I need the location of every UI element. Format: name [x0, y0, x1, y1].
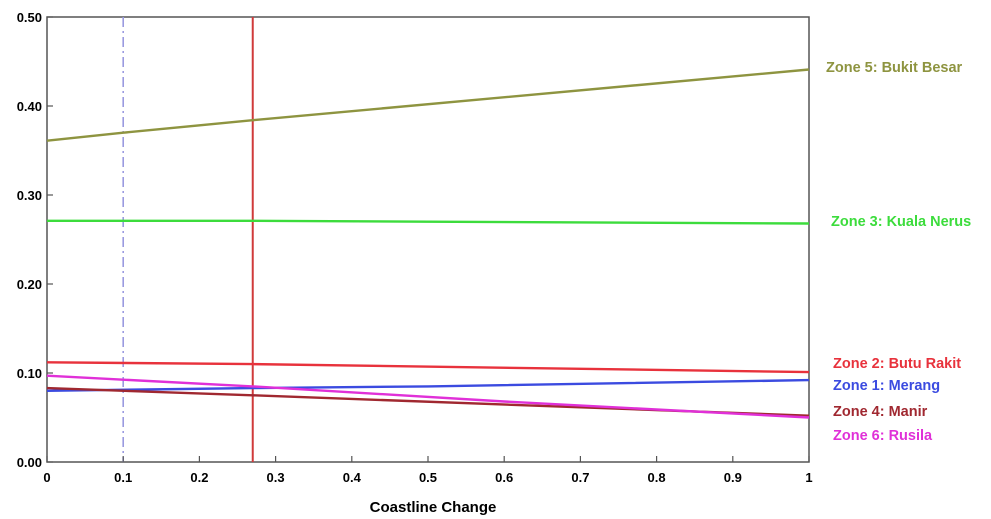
- series-line: [47, 219, 810, 225]
- x-axis: 0 0.1 0.2 0.3 0.4 0.5 0.6 0.7 0.8 0.9 1: [43, 456, 813, 485]
- y-tick-label: 0.30: [17, 188, 42, 203]
- legend: Zone 5: Bukit Besar Zone 3: Kuala Nerus Zo…: [826, 60, 971, 444]
- y-tick-label: 0.40: [17, 99, 42, 114]
- plot-area: [46, 16, 810, 463]
- y-axis: 0.00 0.10 0.20 0.30 0.40 0.50: [17, 10, 53, 470]
- x-tick-label: 0.4: [343, 470, 362, 485]
- series-line: [46, 361, 810, 374]
- y-tick-label: 0.50: [17, 10, 42, 25]
- x-tick-label: 0.8: [648, 470, 666, 485]
- series-line: [46, 374, 810, 419]
- y-tick-label: 0.00: [17, 455, 42, 470]
- legend-entry: Zone 6: Rusila: [833, 428, 933, 444]
- series-lines: [46, 68, 810, 419]
- x-tick-label: 0: [43, 470, 50, 485]
- x-tick-label: 0.6: [495, 470, 513, 485]
- y-tick-label: 0.20: [17, 277, 42, 292]
- series-line: [46, 378, 810, 392]
- legend-entry: Zone 5: Bukit Besar: [826, 60, 963, 76]
- x-tick-label: 1: [805, 470, 812, 485]
- legend-entry: Zone 1: Merang: [833, 378, 940, 394]
- x-tick-label: 0.3: [267, 470, 285, 485]
- legend-entry: Zone 4: Manir: [833, 404, 928, 420]
- series-line: [46, 68, 810, 142]
- x-tick-label: 0.1: [114, 470, 132, 485]
- x-tick-label: 0.7: [571, 470, 589, 485]
- x-tick-label: 0.2: [190, 470, 208, 485]
- y-tick-label: 0.10: [17, 366, 42, 381]
- legend-entry: Zone 2: Butu Rakit: [833, 356, 961, 372]
- x-axis-label: Coastline Change: [370, 499, 497, 516]
- x-tick-label: 0.9: [724, 470, 742, 485]
- x-tick-label: 0.5: [419, 470, 437, 485]
- legend-entry: Zone 3: Kuala Nerus: [831, 214, 971, 230]
